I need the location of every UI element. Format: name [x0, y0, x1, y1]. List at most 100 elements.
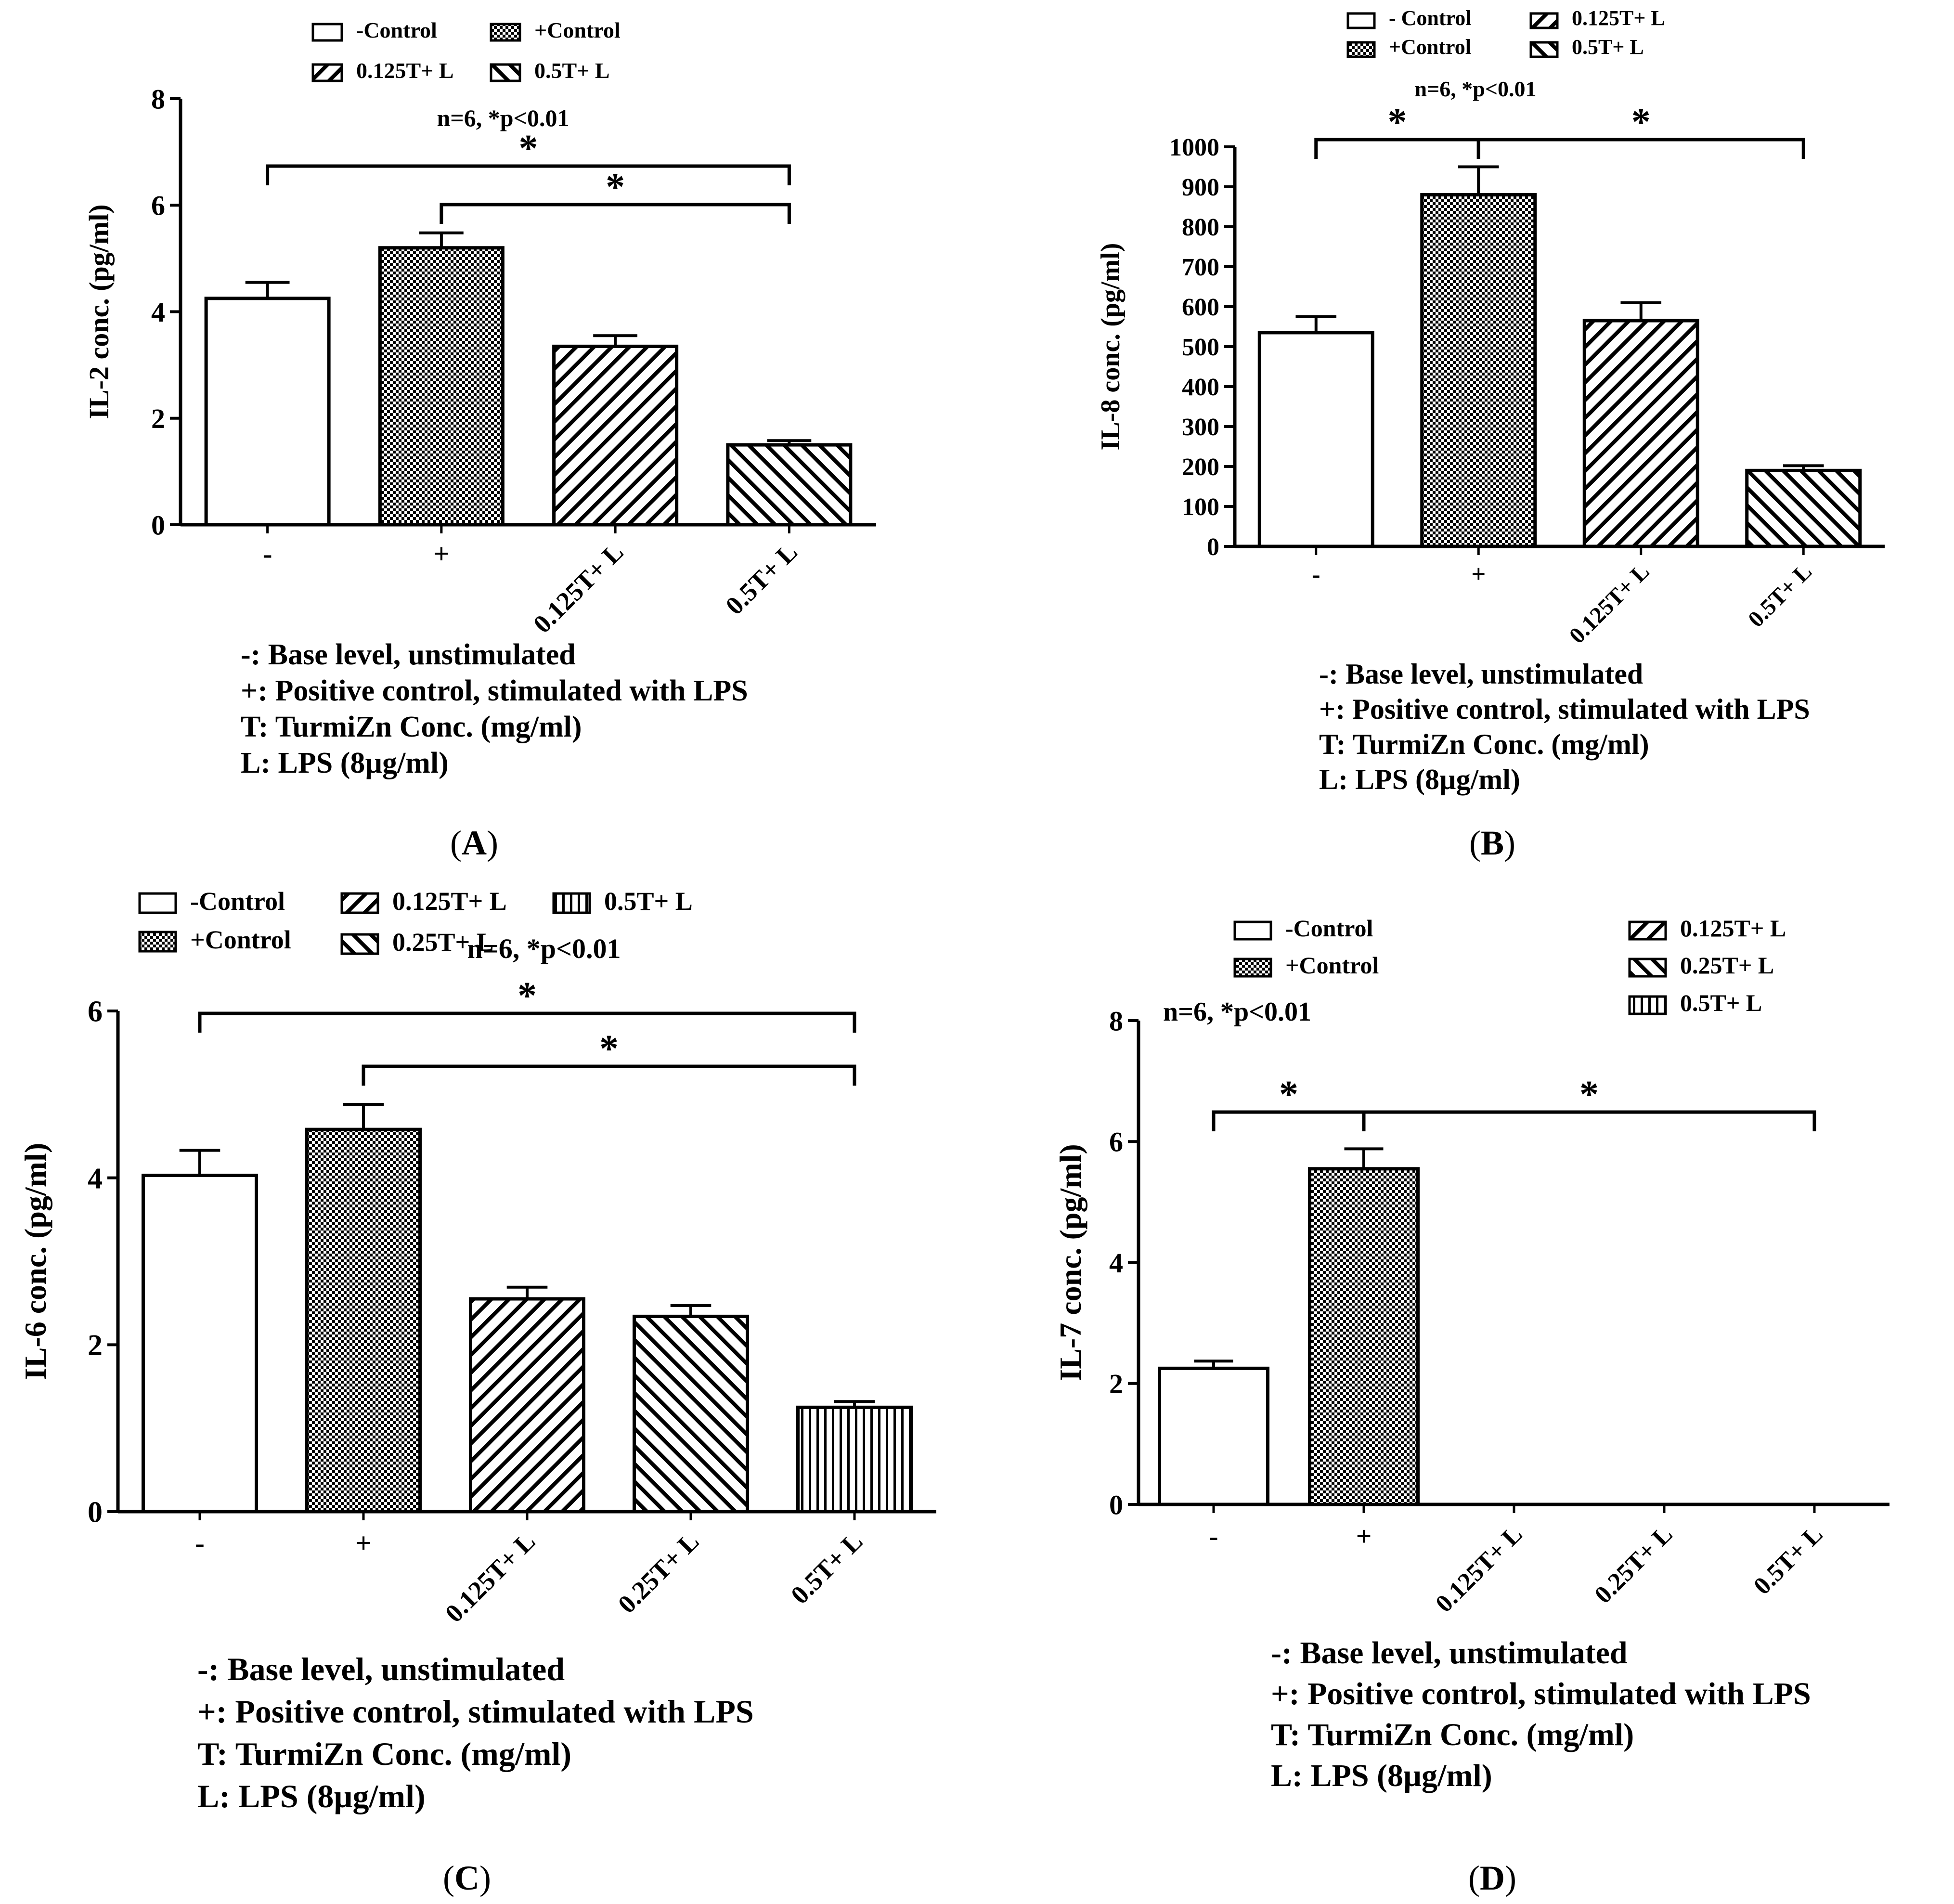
- legend-swatch: [552, 892, 591, 914]
- legend-swatch: [490, 63, 521, 82]
- panel-b: 0 100 200 300 400 500 600 700 800 900 1000 IL-8 con…: [1096, 6, 1885, 862]
- significance-star: *: [599, 1028, 619, 1070]
- significance-star: *: [518, 975, 537, 1017]
- footnote: -: Base level, unstimulated: [241, 638, 576, 671]
- legend-swatch: [1233, 920, 1272, 941]
- y-tick-label: 100: [1182, 493, 1219, 521]
- stats-text: n=6, *p<0.01: [1414, 77, 1536, 101]
- panel-label: (B): [1469, 824, 1515, 862]
- significance-bracket: [1362, 1110, 1816, 1131]
- bar: [1308, 1167, 1420, 1506]
- x-tick-label: -: [1209, 1521, 1218, 1552]
- legend-swatch: [1628, 995, 1667, 1015]
- footnote: -: Base level, unstimulated: [1271, 1635, 1628, 1671]
- stats-text: n=6, *p<0.01: [467, 933, 621, 964]
- y-tick-label: 2: [1109, 1368, 1123, 1399]
- bar: [552, 344, 679, 527]
- y-tick-label: 600: [1182, 294, 1219, 321]
- y-tick-label: 6: [88, 996, 103, 1028]
- stats-text: n=6, *p<0.01: [437, 104, 569, 131]
- significance-star: *: [606, 166, 625, 208]
- panel-c: 0 2 4 6 IL-6 conc. (pg/ml) - +0.125T+ L 0.25T+ …: [18, 887, 936, 1897]
- legend-label: 0.25T+ L: [392, 928, 494, 957]
- legend-swatch: [1628, 958, 1667, 978]
- footnote: T: TurmiZn Conc. (mg/ml): [241, 711, 582, 743]
- panel-letter: A: [462, 824, 487, 862]
- y-tick-label: 0: [1109, 1489, 1123, 1520]
- x-tick-label: +: [433, 538, 450, 570]
- y-tick-label: 500: [1182, 334, 1219, 361]
- x-tick-label: 0.5T+ L: [1748, 1520, 1828, 1600]
- legend-swatch: [1628, 920, 1667, 941]
- significance-bracket: [198, 1011, 856, 1033]
- legend-label: 0.25T+ L: [1680, 952, 1774, 979]
- significance-bracket: [1476, 138, 1805, 159]
- y-tick-label: 0: [88, 1496, 103, 1529]
- y-tick-label: 400: [1182, 374, 1219, 401]
- legend-label: +Control: [1285, 952, 1379, 979]
- y-tick-label: 2: [88, 1329, 103, 1362]
- footnote: +: Positive control, stimulated with LPS: [1271, 1676, 1811, 1711]
- significance-bracket: [362, 1064, 856, 1086]
- legend-swatch: [1346, 41, 1376, 58]
- bar: [204, 297, 331, 527]
- x-tick-label: 0.5T+ L: [720, 537, 802, 620]
- x-tick-label: 0.125T+ L: [1565, 558, 1655, 648]
- footnote: L: LPS (8µg/ml): [241, 747, 449, 779]
- bar: [1745, 468, 1862, 548]
- x-tick-label: -: [1312, 560, 1320, 588]
- y-tick-label: 8: [151, 83, 165, 115]
- footnote: L: LPS (8µg/ml): [197, 1778, 426, 1814]
- panel-label: (A): [450, 824, 498, 862]
- bar: [1420, 193, 1537, 548]
- significance-star: *: [1631, 101, 1651, 143]
- y-tick-label: 1000: [1169, 134, 1219, 161]
- footnote: -: Base level, unstimulated: [197, 1651, 565, 1687]
- panel-a: 0 2 4 6 8 IL-2 conc. (pg/ml) - +0.125T+ L 0.5T+ …: [83, 18, 876, 862]
- x-tick-label: -: [195, 1527, 205, 1559]
- y-tick-label: 6: [151, 190, 165, 221]
- footnote: +: Positive control, stimulated with LPS: [1319, 693, 1810, 725]
- y-axis-label: IL-7 conc. (pg/ml): [1053, 1144, 1087, 1381]
- y-axis-label: IL-8 conc. (pg/ml): [1096, 243, 1126, 451]
- footnote: T: TurmiZn Conc. (mg/ml): [1271, 1717, 1634, 1752]
- legend-swatch: [1233, 958, 1272, 978]
- bar: [1582, 319, 1699, 548]
- x-tick-label: +: [1471, 560, 1486, 588]
- legend-label: 0.5T+ L: [1572, 35, 1644, 59]
- y-tick-label: 4: [1109, 1247, 1123, 1279]
- y-axis-label: IL-2 conc. (pg/ml): [83, 204, 115, 419]
- bar: [796, 1405, 913, 1514]
- footnote: L: LPS (8µg/ml): [1319, 764, 1520, 795]
- legend-label: 0.125T+ L: [356, 58, 454, 83]
- legend-swatch: [1529, 12, 1559, 29]
- legend-label: 0.125T+ L: [1680, 915, 1786, 942]
- footnote: T: TurmiZn Conc. (mg/ml): [197, 1736, 571, 1772]
- x-tick-label: 0.25T+ L: [612, 1527, 704, 1619]
- y-axis-label: IL-6 conc. (pg/ml): [18, 1143, 52, 1380]
- legend-label: -Control: [1285, 915, 1373, 942]
- footnote: L: LPS (8µg/ml): [1271, 1758, 1492, 1793]
- significance-bracket: [266, 164, 791, 185]
- y-tick-label: 0: [1207, 533, 1219, 561]
- legend-label: 0.125T+ L: [392, 887, 507, 916]
- x-tick-label: 0.5T+ L: [785, 1527, 868, 1609]
- legend-swatch: [340, 892, 379, 914]
- panel-letter: C: [454, 1859, 479, 1897]
- legend-label: 0.5T+ L: [604, 887, 693, 916]
- stats-text: n=6, *p<0.01: [1163, 997, 1311, 1027]
- legend-swatch: [490, 23, 521, 42]
- legend-swatch: [1346, 12, 1376, 29]
- x-tick-label: 0.125T+ L: [1430, 1520, 1527, 1618]
- y-tick-label: 4: [151, 297, 165, 328]
- y-tick-label: 700: [1182, 254, 1219, 281]
- footnote: +: Positive control, stimulated with LPS: [197, 1693, 754, 1730]
- x-tick-label: +: [1356, 1521, 1372, 1552]
- legend-label: 0.5T+ L: [1680, 989, 1762, 1016]
- panel-letter: B: [1481, 824, 1504, 862]
- bar: [726, 443, 853, 527]
- y-tick-label: 300: [1182, 414, 1219, 441]
- x-tick-label: 0.125T+ L: [440, 1527, 541, 1628]
- legend-label: - Control: [1389, 6, 1472, 30]
- bar: [1257, 331, 1374, 548]
